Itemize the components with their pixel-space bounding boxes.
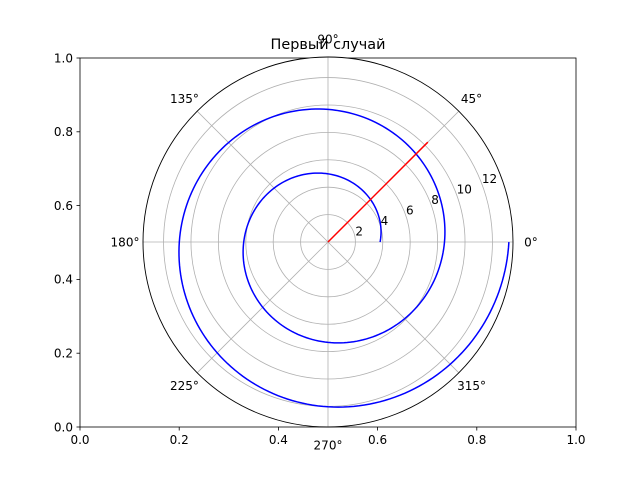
x-tick-label: 0.2	[170, 433, 189, 447]
theta-tick-label: 225°	[170, 379, 199, 393]
theta-tick-label: 135°	[170, 92, 199, 106]
labels-layer: 2 4 6 8 10 12 0° 45° 90° 135° 180° 225° 270° 315°	[111, 32, 538, 452]
r-tick-label: 12	[482, 172, 497, 186]
theta-gridline	[196, 110, 329, 243]
x-tick-label: 1.0	[566, 433, 585, 447]
r-gridline	[245, 159, 411, 325]
r-tick-label: 2	[355, 225, 363, 239]
y-tick-label: 0.6	[54, 199, 73, 213]
polar-spine	[142, 56, 514, 428]
r-gridline	[300, 214, 356, 270]
theta-tick-label: 0°	[524, 235, 538, 249]
theta-tick-label: 315°	[457, 379, 486, 393]
r-tick-label: 8	[431, 193, 439, 207]
theta-gridline	[327, 241, 460, 374]
theta-tick-label: 270°	[314, 438, 343, 452]
y-tick-label: 1.0	[54, 51, 73, 65]
y-tick-label: 0.4	[54, 273, 73, 287]
x-tick-label: 0.4	[269, 433, 288, 447]
y-tick-label: 0.2	[54, 347, 73, 361]
series-ray	[327, 141, 429, 243]
y-tick-label: 0.8	[54, 125, 73, 139]
r-gridline	[190, 104, 466, 380]
theta-tick-label: 90°	[317, 32, 338, 46]
chart-title: Первый случай	[271, 37, 386, 53]
x-tick-label: 0.8	[467, 433, 486, 447]
series-layer	[178, 108, 510, 408]
series-spiral	[178, 108, 510, 408]
r-gridline	[217, 131, 439, 353]
r-gridline	[272, 186, 384, 298]
r-tick-label: 6	[406, 204, 414, 218]
r-tick-label: 10	[457, 183, 472, 197]
x-tick-label: 0.0	[70, 433, 89, 447]
theta-tick-label: 180°	[111, 235, 140, 249]
x-tick-label: 0.6	[368, 433, 387, 447]
y-tick-label: 0.0	[54, 420, 73, 434]
theta-tick-label: 45°	[461, 92, 482, 106]
r-tick-label: 4	[381, 214, 389, 228]
